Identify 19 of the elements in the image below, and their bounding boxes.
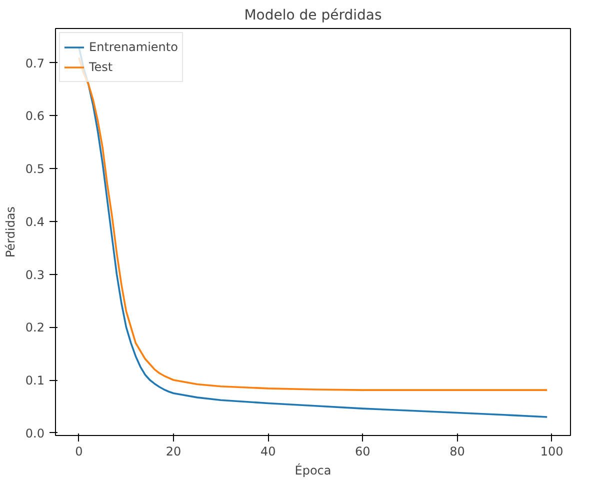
y-tick-label: 0.1 xyxy=(25,374,45,388)
x-tick-label: 0 xyxy=(75,444,83,458)
x-tick-label: 40 xyxy=(260,444,276,458)
legend-label: Entrenamiento xyxy=(89,40,178,54)
y-tick-label: 0.6 xyxy=(25,109,45,124)
legend-label: Test xyxy=(89,60,113,74)
x-tick-label: 60 xyxy=(355,444,370,458)
chart-title: Modelo de pérdidas xyxy=(244,8,382,24)
y-tick-label: 0.3 xyxy=(25,268,45,282)
y-tick-label: 0.7 xyxy=(25,56,45,70)
x-tick-label: 80 xyxy=(450,444,465,458)
y-tick-label: 0.0 xyxy=(25,426,45,440)
y-axis-title: Pérdidas xyxy=(3,206,18,258)
x-axis-title: Época xyxy=(294,462,332,478)
x-tick-label: 20 xyxy=(166,444,182,458)
y-tick-label: 0.4 xyxy=(25,214,45,229)
x-tick-label: 100 xyxy=(540,444,564,458)
y-tick-label: 0.5 xyxy=(25,162,45,176)
y-tick-label: 0.2 xyxy=(25,320,45,335)
